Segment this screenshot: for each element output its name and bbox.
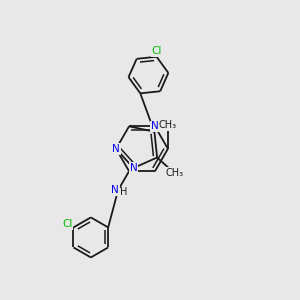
Text: N: N (151, 121, 159, 131)
Text: CH₃: CH₃ (165, 168, 184, 178)
Text: Cl: Cl (62, 219, 72, 229)
Text: CH₃: CH₃ (159, 121, 177, 130)
Text: N: N (130, 163, 137, 173)
Text: N: N (111, 185, 119, 195)
Text: N: N (112, 144, 120, 154)
Text: Cl: Cl (152, 46, 162, 56)
Text: H: H (119, 187, 127, 197)
